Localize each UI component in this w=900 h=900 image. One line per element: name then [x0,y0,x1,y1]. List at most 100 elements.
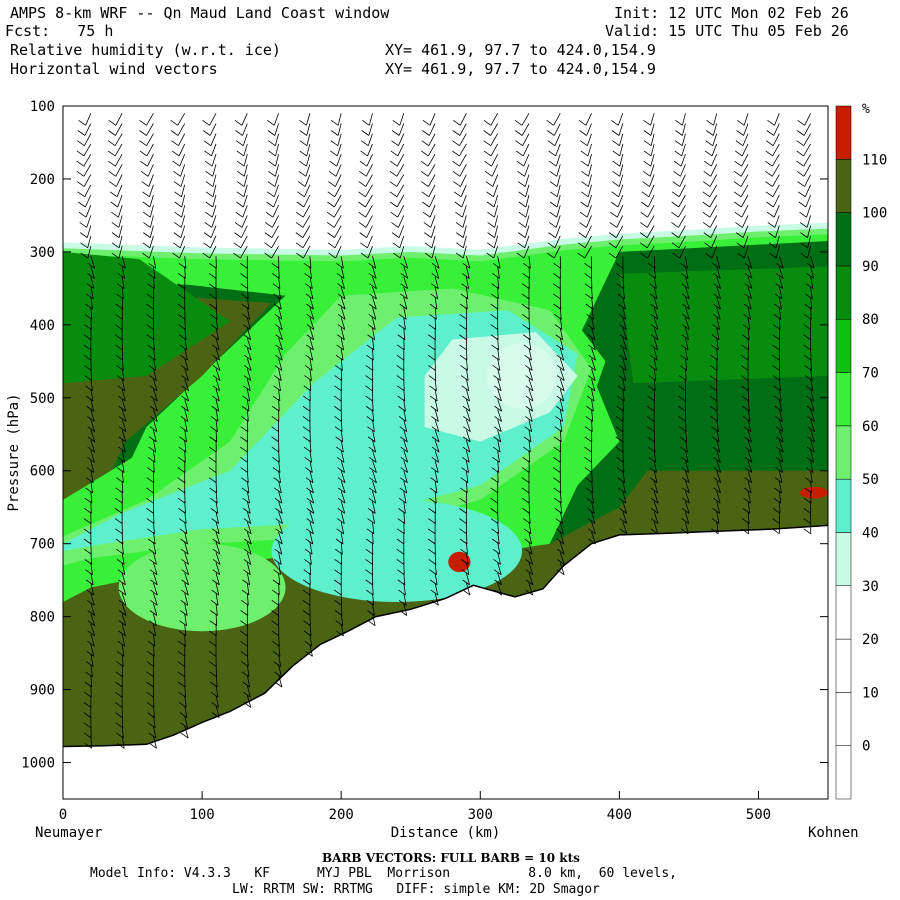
wind-barb-shaft [147,153,154,167]
wind-barb-flag [240,436,248,443]
wind-barb-shaft [278,307,283,320]
wind-barb-shaft [427,164,436,177]
wind-barb-shaft [309,450,313,463]
wind-barb-flag [587,385,595,392]
wind-barb-shaft [559,327,564,340]
wind-barb-shaft [246,368,252,381]
wind-barb-shaft [650,123,655,136]
wind-barb-shaft [121,603,127,616]
xy-coordinates-1: XY= 461.9, 97.7 to 424.0,154.9 [385,41,656,59]
wind-barb-shaft [528,450,531,463]
wind-barb-flag [87,436,96,443]
wind-barb-shaft [716,439,721,453]
wind-barb-shaft [309,613,311,626]
wind-barb-shaft [309,460,313,473]
wind-barb-shaft [242,205,248,218]
wind-barb-flag [490,518,499,524]
wind-barb-flag [617,385,626,392]
wind-barb-flag [702,211,711,218]
wind-barb-flag [118,620,127,627]
wind-barb-flag [803,528,811,535]
wind-barb-shaft [340,623,344,636]
wind-barb-shaft [184,603,188,616]
wind-barb-shaft [778,470,783,483]
wind-barb-flag [618,497,627,504]
wind-barb-flag [581,171,589,177]
wind-barb-flag [334,385,342,392]
wind-barb-shaft [303,245,311,259]
wind-barb-flag [85,579,94,586]
wind-barb-shaft [372,399,374,412]
wind-barb-shaft [427,153,436,167]
wind-barb-shaft [716,337,719,351]
wind-barb-flag [681,467,689,473]
wind-barb-shaft [465,266,470,279]
wind-barb-shaft [148,174,154,187]
wind-barb-shaft [711,143,718,157]
wind-barb-flag [358,222,367,228]
wind-barb-shaft [83,164,92,177]
wind-barb-flag [108,119,117,126]
wind-barb-flag [494,589,502,596]
wind-barb-flag [711,528,719,535]
wind-barb-flag [428,365,436,371]
wind-barb-shaft [372,613,376,626]
wind-barb-shaft [462,225,467,238]
wind-barb-flag [150,405,158,412]
wind-barb-flag [367,436,376,443]
wind-barb-shaft [121,593,127,606]
wind-barb-shaft [778,429,784,443]
wind-barb-flag [735,150,743,157]
wind-barb-shaft [716,450,721,463]
wind-barb-shaft [772,184,780,197]
wind-barb-shaft [242,123,248,136]
wind-barb-shaft [559,531,565,545]
wind-barb-shaft [309,317,315,330]
wind-barb-flag [775,416,783,422]
wind-barb-shaft [90,429,96,443]
wind-barb-shaft [528,266,531,279]
wind-barb-shaft [622,307,627,320]
wind-barb-flag [487,222,495,228]
wind-barb-flag [303,436,311,443]
wind-barb-flag [115,671,124,678]
wind-barb-flag [211,518,219,524]
wind-barb-shaft [365,194,373,208]
wind-barb-flag [266,201,274,208]
wind-barb-flag [111,211,119,218]
wind-barb-flag [275,538,283,545]
wind-barb-flag [87,630,95,637]
wind-barb-shaft [309,358,313,371]
wind-barb-flag [396,365,405,371]
wind-barb-shaft [90,634,95,647]
wind-barb-flag [83,702,92,708]
wind-barb-flag [672,252,680,259]
wind-barb-flag [360,242,368,249]
wind-barb-flag [242,314,250,320]
wind-barb-shaft [685,450,689,463]
wind-barb-flag [494,405,502,412]
wind-barb-shaft [121,726,124,739]
wind-barb-shaft [559,419,563,432]
wind-barb-shaft [336,154,342,167]
wind-barb-shaft [459,143,467,157]
wind-barb-shaft [647,205,655,218]
wind-barb-flag [365,405,374,412]
wind-barb-flag [328,181,336,187]
wind-barb-flag [328,171,337,177]
wind-barb-flag [209,630,217,637]
wind-barb-shaft [622,276,625,289]
wind-barb-flag [212,385,221,392]
wind-barb-shaft [372,593,375,606]
wind-barb-flag [389,201,398,208]
wind-barb-flag [116,467,125,473]
wind-barb-flag [327,232,335,238]
y-tick-label: 1000 [21,756,55,772]
wind-barb-flag [806,456,814,463]
wind-barb-flag [734,160,742,167]
wind-barb-flag [118,395,126,402]
wind-barb-flag [612,150,620,157]
wind-barb-flag [180,732,189,739]
wind-barb-shaft [429,113,436,126]
terrain [63,524,828,799]
